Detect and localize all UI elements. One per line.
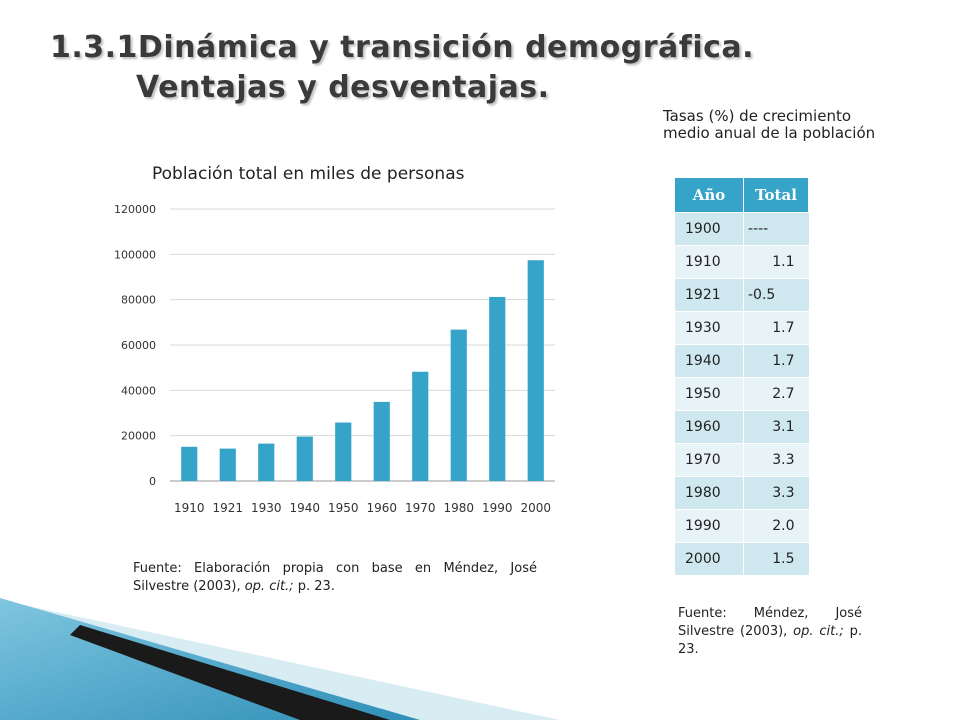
chart-source-text: Fuente: Elaboración propia con base en M… (133, 561, 537, 594)
table-row: 1970 3.3 (675, 443, 809, 477)
table-row: 1990 2.0 (675, 509, 809, 543)
table-cell-year: 1921 (675, 278, 744, 312)
table-cell-total: 1.7 (743, 344, 809, 378)
x-tick-label: 1990 (482, 501, 513, 515)
table-cell-year: 1900 (675, 212, 744, 246)
bar (219, 448, 236, 481)
bar (373, 401, 390, 481)
growth-rates-table: Año Total 1900 ---- 1910 1.1 1921 -0.5 1930 1.7… (675, 178, 809, 575)
slide-title: 1.3.1Dinámica y transición demográfica. … (50, 28, 754, 108)
bar (527, 260, 544, 481)
x-tick-label: 2000 (520, 501, 551, 515)
chart-source-note: Fuente: Elaboración propia con base en M… (133, 560, 537, 596)
table-header-row: Año Total (675, 178, 809, 213)
table-cell-total: 3.1 (743, 410, 809, 444)
table-row: 1900 ---- (675, 212, 809, 246)
chart-source-page: p. 23. (293, 579, 335, 594)
table-row: 1930 1.7 (675, 311, 809, 345)
table-cell-year: 1930 (675, 311, 744, 345)
y-tick-label: 0 (149, 475, 156, 488)
table-source-italic: op. cit.; (793, 624, 844, 639)
bar (296, 436, 313, 481)
table-header-total: Total (743, 178, 809, 213)
x-tick-label: 1950 (328, 501, 359, 515)
table-cell-year: 1990 (675, 509, 744, 543)
table-cell-total: 1.7 (743, 311, 809, 345)
y-tick-label: 40000 (121, 384, 156, 397)
table-row: 1921 -0.5 (675, 278, 809, 312)
table-row: 1940 1.7 (675, 344, 809, 378)
y-tick-label: 80000 (121, 294, 156, 307)
y-tick-label: 120000 (114, 203, 156, 216)
table-cell-year: 1960 (675, 410, 744, 444)
table-row: 2000 1.5 (675, 542, 809, 575)
bar (258, 443, 275, 481)
table-source-text: Fuente: Méndez, José Silvestre (2003), (678, 606, 862, 639)
swoosh-blue-band (0, 598, 420, 720)
y-tick-label: 60000 (121, 339, 156, 352)
swoosh-dark-stripe (70, 625, 390, 720)
table-cell-total: 2.0 (743, 509, 809, 543)
chart-title: Población total en miles de personas (152, 164, 465, 184)
table-row: 1910 1.1 (675, 245, 809, 279)
y-tick-label: 20000 (121, 430, 156, 443)
table-cell-total: 3.3 (743, 476, 809, 510)
table-row: 1950 2.7 (675, 377, 809, 411)
table-cell-total: 2.7 (743, 377, 809, 411)
bar (181, 446, 198, 481)
bar (489, 296, 506, 481)
table-header-year: Año (675, 178, 744, 213)
table-cell-total: 3.3 (743, 443, 809, 477)
table-cell-total: ---- (743, 212, 809, 246)
population-bar-chart: 0 20000 40000 60000 80000 100000 120000 1910 192… (114, 203, 555, 515)
table-cell-year: 1980 (675, 476, 744, 510)
table-cell-year: 1910 (675, 245, 744, 279)
y-tick-label: 100000 (114, 248, 156, 261)
table-cell-year: 1940 (675, 344, 744, 378)
table-cell-year: 1970 (675, 443, 744, 477)
table-cell-total: 1.5 (743, 542, 809, 575)
bar (450, 329, 467, 481)
table-source-page: p. 23. (678, 624, 862, 657)
x-tick-label: 1940 (289, 501, 320, 515)
table-cell-total: 1.1 (743, 245, 809, 279)
table-source-note: Fuente: Méndez, José Silvestre (2003), o… (678, 605, 862, 659)
x-tick-label: 1960 (366, 501, 397, 515)
decorative-swoosh (0, 598, 560, 720)
table-row: 1960 3.1 (675, 410, 809, 444)
slide-title-line2: Ventajas y desventajas. (136, 70, 550, 105)
chart-source-italic: op. cit.; (244, 579, 294, 594)
x-tick-label: 1980 (443, 501, 474, 515)
bar (335, 422, 352, 481)
table-row: 1980 3.3 (675, 476, 809, 510)
x-tick-label: 1930 (251, 501, 282, 515)
table-title: Tasas (%) de crecimiento medio anual de … (663, 107, 876, 142)
x-tick-label: 1910 (174, 501, 205, 515)
table-cell-year: 2000 (675, 542, 744, 575)
table-cell-year: 1950 (675, 377, 744, 411)
bar (412, 371, 429, 481)
x-tick-label: 1921 (212, 501, 243, 515)
table-cell-total: -0.5 (743, 278, 809, 312)
table-body: 1900 ---- 1910 1.1 1921 -0.5 1930 1.7 1940 1.7 195… (675, 212, 809, 575)
slide-title-line1: 1.3.1Dinámica y transición demográfica. (50, 30, 755, 65)
x-tick-label: 1970 (405, 501, 436, 515)
